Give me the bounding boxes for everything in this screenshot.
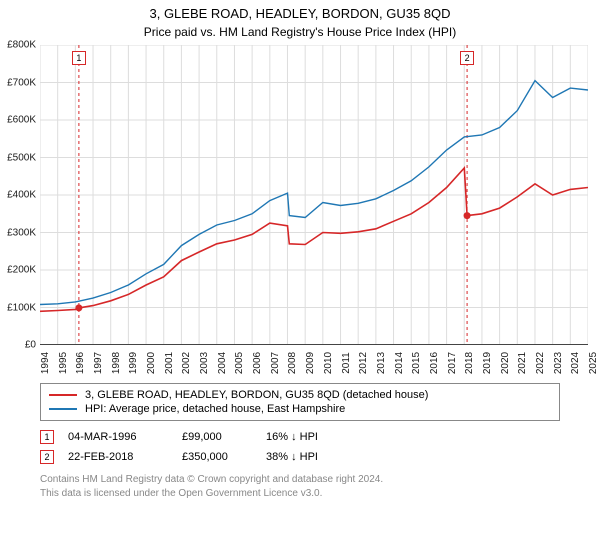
marker-badge-2: 2 (460, 51, 474, 65)
legend: 3, GLEBE ROAD, HEADLEY, BORDON, GU35 8QD… (40, 383, 560, 421)
page-title: 3, GLEBE ROAD, HEADLEY, BORDON, GU35 8QD (0, 0, 600, 21)
x-tick-label: 2021 (517, 352, 528, 374)
transaction-date: 22-FEB-2018 (68, 451, 168, 463)
x-tick-label: 2014 (394, 352, 405, 374)
footer-line2: This data is licensed under the Open Gov… (40, 487, 560, 501)
transaction-badge: 1 (40, 430, 54, 444)
x-tick-label: 2007 (270, 352, 281, 374)
transaction-price: £350,000 (182, 451, 252, 463)
x-tick-label: 2023 (553, 352, 564, 374)
y-tick-label: £500K (7, 152, 36, 163)
x-tick-label: 2019 (482, 352, 493, 374)
footer-line1: Contains HM Land Registry data © Crown c… (40, 473, 560, 487)
transaction-diff: 16% ↓ HPI (266, 431, 318, 443)
x-tick-label: 2018 (464, 352, 475, 374)
x-tick-label: 1994 (40, 352, 51, 374)
x-tick-label: 1995 (58, 352, 69, 374)
x-tick-label: 1996 (75, 352, 86, 374)
x-tick-label: 2010 (323, 352, 334, 374)
x-tick-label: 2004 (217, 352, 228, 374)
x-tick-label: 2022 (535, 352, 546, 374)
page-subtitle: Price paid vs. HM Land Registry's House … (0, 21, 600, 45)
x-tick-label: 2002 (181, 352, 192, 374)
legend-swatch (49, 394, 77, 397)
x-axis: 1994 1995 1996 1997 1998 1999 2000 2001 2002 2003… (40, 345, 588, 379)
x-tick-label: 2009 (305, 352, 316, 374)
transaction-row: 1 04-MAR-1996 £99,000 16% ↓ HPI (40, 427, 560, 447)
marker-badge-1: 1 (72, 51, 86, 65)
transaction-row: 2 22-FEB-2018 £350,000 38% ↓ HPI (40, 447, 560, 467)
x-tick-label: 2008 (287, 352, 298, 374)
x-tick-label: 1997 (93, 352, 104, 374)
y-tick-label: £100K (7, 302, 36, 313)
x-tick-label: 2006 (252, 352, 263, 374)
legend-label: HPI: Average price, detached house, East… (85, 403, 345, 415)
x-tick-label: 2013 (376, 352, 387, 374)
x-tick-label: 2003 (199, 352, 210, 374)
x-tick-label: 2016 (429, 352, 440, 374)
y-tick-label: £800K (7, 40, 36, 51)
x-tick-label: 2015 (411, 352, 422, 374)
series-property_price (40, 168, 588, 311)
transaction-price: £99,000 (182, 431, 252, 443)
x-tick-label: 2025 (588, 352, 599, 374)
series-hpi (40, 81, 588, 305)
y-tick-label: £300K (7, 227, 36, 238)
marker-point-2 (464, 212, 471, 219)
y-tick-label: £700K (7, 77, 36, 88)
transaction-badge: 2 (40, 450, 54, 464)
chart-plot (40, 45, 588, 345)
y-axis: £0£100K£200K£300K£400K£500K£600K£700K£80… (0, 45, 38, 345)
x-tick-label: 1999 (128, 352, 139, 374)
transaction-list: 1 04-MAR-1996 £99,000 16% ↓ HPI 2 22-FEB-2018… (40, 427, 560, 467)
x-tick-label: 1998 (111, 352, 122, 374)
y-tick-label: £400K (7, 190, 36, 201)
legend-item: 3, GLEBE ROAD, HEADLEY, BORDON, GU35 8QD… (49, 388, 551, 402)
transaction-date: 04-MAR-1996 (68, 431, 168, 443)
x-tick-label: 2012 (358, 352, 369, 374)
legend-item: HPI: Average price, detached house, East… (49, 402, 551, 416)
footer-attribution: Contains HM Land Registry data © Crown c… (40, 473, 560, 500)
line-chart: £0£100K£200K£300K£400K£500K£600K£700K£80… (40, 45, 588, 345)
chart-container: £0£100K£200K£300K£400K£500K£600K£700K£80… (40, 45, 588, 379)
x-tick-label: 2000 (146, 352, 157, 374)
x-tick-label: 2020 (500, 352, 511, 374)
legend-swatch (49, 408, 77, 411)
x-tick-label: 2017 (447, 352, 458, 374)
marker-point-1 (75, 304, 82, 311)
transaction-diff: 38% ↓ HPI (266, 451, 318, 463)
x-tick-label: 2024 (570, 352, 581, 374)
x-tick-label: 2001 (164, 352, 175, 374)
y-tick-label: £600K (7, 115, 36, 126)
y-tick-label: £0 (25, 340, 36, 351)
x-tick-label: 2005 (234, 352, 245, 374)
legend-label: 3, GLEBE ROAD, HEADLEY, BORDON, GU35 8QD… (85, 389, 428, 401)
x-tick-label: 2011 (341, 352, 352, 374)
y-tick-label: £200K (7, 265, 36, 276)
